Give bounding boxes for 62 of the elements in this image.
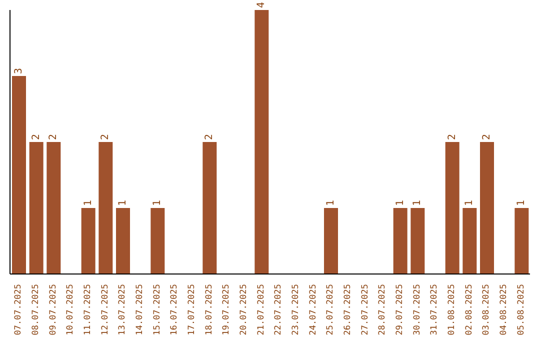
bar xyxy=(514,208,529,274)
data-label: 2 xyxy=(446,134,458,140)
bar xyxy=(324,208,338,274)
x-tick-label: 17.07.2025 xyxy=(187,284,197,336)
x-tick-label: 10.07.2025 xyxy=(66,284,76,336)
x-tick-label: 08.07.2025 xyxy=(31,284,41,336)
data-label: 1 xyxy=(118,200,128,206)
bar xyxy=(445,142,460,274)
x-tick-label: 04.08.2025 xyxy=(499,284,509,336)
bar xyxy=(393,208,408,274)
bar xyxy=(81,208,96,274)
x-tick-label: 14.07.2025 xyxy=(135,284,145,336)
x-tick-label: 19.07.2025 xyxy=(222,284,232,336)
bar xyxy=(46,142,61,274)
bar xyxy=(202,142,217,274)
bar xyxy=(150,208,165,274)
x-tick-label: 13.07.2025 xyxy=(118,284,128,336)
data-label: 1 xyxy=(394,200,406,206)
data-label: 1 xyxy=(326,200,336,206)
bar xyxy=(98,142,113,274)
bar xyxy=(29,142,44,274)
x-tick-label: 12.07.2025 xyxy=(100,284,110,336)
data-label: 2 xyxy=(100,134,112,140)
x-tick-label: 29.07.2025 xyxy=(395,284,405,336)
x-tick-label: 15.07.2025 xyxy=(152,284,162,336)
x-tick-label: 20.07.2025 xyxy=(239,284,249,336)
bar xyxy=(254,10,269,274)
x-tick-label: 09.07.2025 xyxy=(48,284,58,336)
bar xyxy=(480,142,494,274)
bar xyxy=(410,208,425,274)
data-label: 1 xyxy=(152,200,164,206)
x-tick-label: 01.08.2025 xyxy=(447,284,457,336)
data-label: 2 xyxy=(30,134,42,140)
data-label: 1 xyxy=(516,200,528,206)
x-tick-label: 11.07.2025 xyxy=(83,284,93,336)
data-label: 1 xyxy=(412,200,424,206)
bar xyxy=(462,208,477,274)
x-tick-label: 25.07.2025 xyxy=(326,284,336,336)
x-tick-label: 05.08.2025 xyxy=(516,284,526,336)
x-tick-label: 31.07.2025 xyxy=(430,284,440,336)
data-label: 3 xyxy=(14,68,24,74)
x-tick-label: 30.07.2025 xyxy=(412,284,422,336)
x-tick-label: 21.07.2025 xyxy=(256,284,266,336)
x-tick-label: 26.07.2025 xyxy=(343,284,353,336)
data-label: 2 xyxy=(48,134,60,140)
data-label: 2 xyxy=(482,134,492,140)
x-tick-label: 16.07.2025 xyxy=(170,284,180,336)
x-tick-label: 22.07.2025 xyxy=(274,284,284,336)
x-tick-label: 02.08.2025 xyxy=(464,284,474,336)
x-tick-label: 28.07.2025 xyxy=(378,284,388,336)
bar xyxy=(12,76,26,274)
bar xyxy=(116,208,130,274)
x-tick-label: 07.07.2025 xyxy=(14,284,24,336)
x-tick-label: 18.07.2025 xyxy=(204,284,214,336)
x-tick-label: 27.07.2025 xyxy=(360,284,370,336)
x-tick-label: 23.07.2025 xyxy=(291,284,301,336)
data-label: 4 xyxy=(256,2,268,8)
x-tick-label: 24.07.2025 xyxy=(308,284,318,336)
data-label: 2 xyxy=(204,134,216,140)
data-label: 1 xyxy=(464,200,476,206)
data-label: 1 xyxy=(82,200,94,206)
x-tick-label: 03.08.2025 xyxy=(482,284,492,336)
